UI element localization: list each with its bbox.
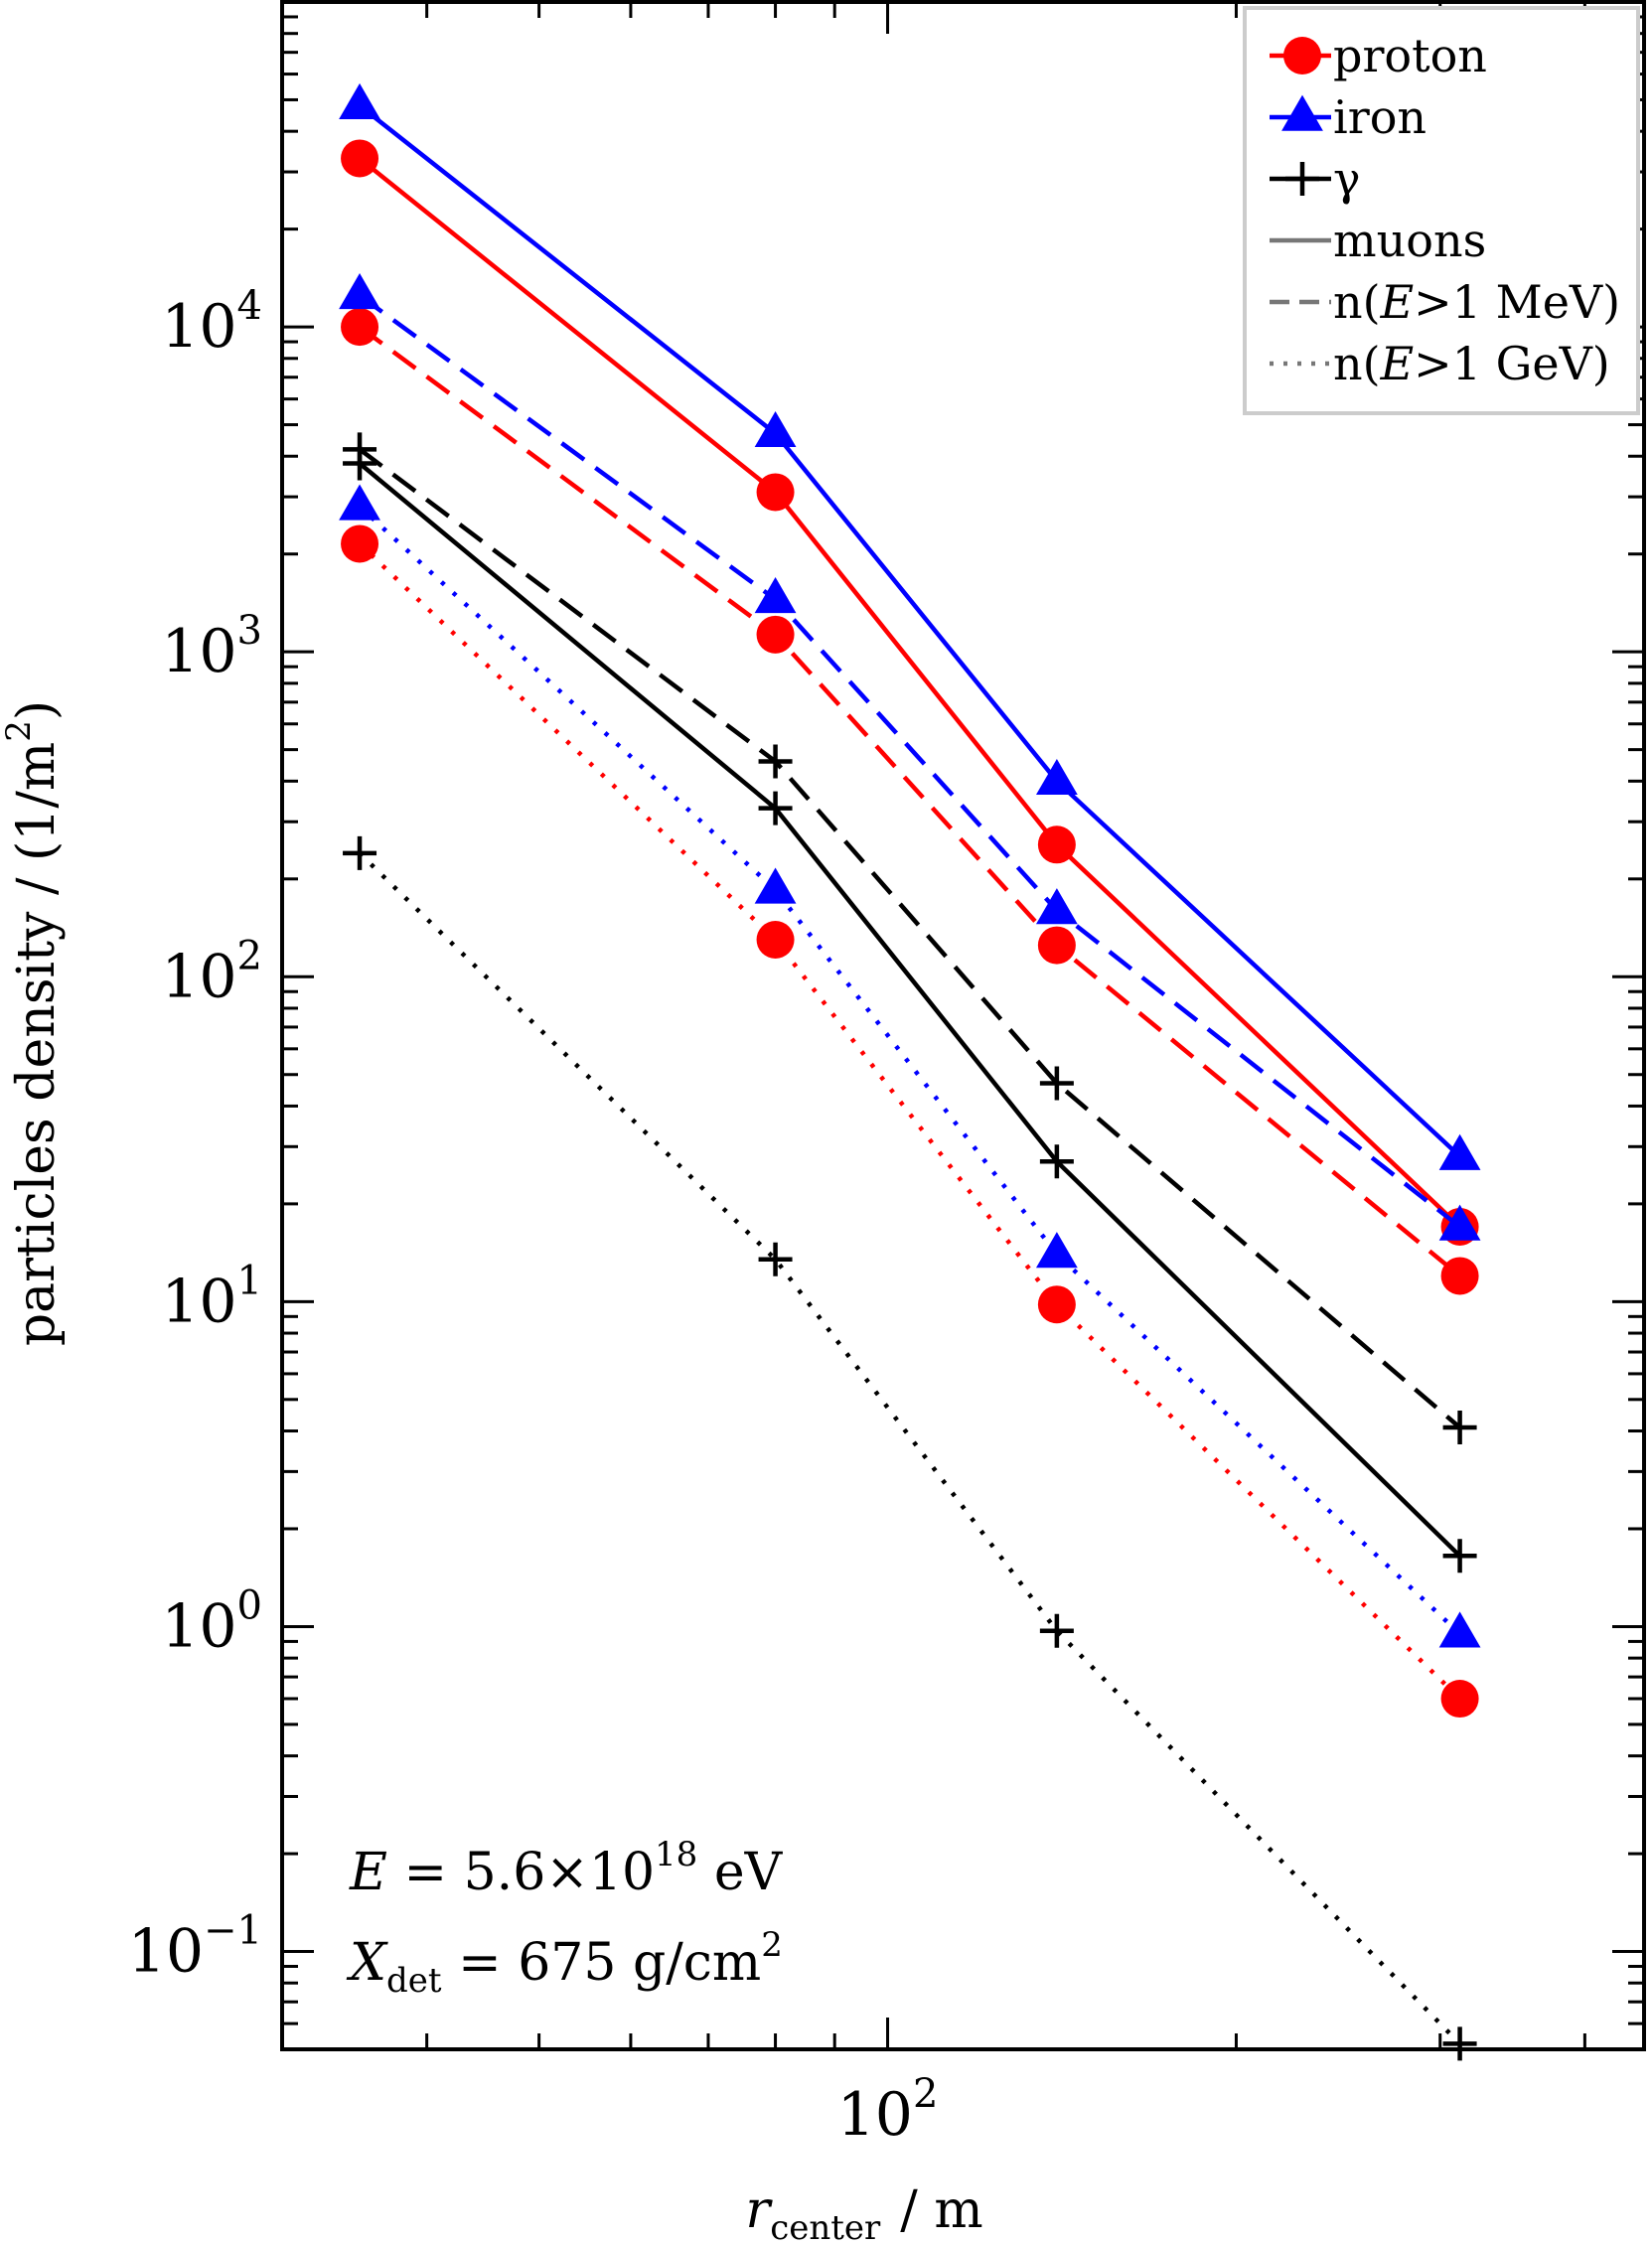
legend-item-dashed: n(E>1 MeV): [1270, 275, 1620, 329]
data-point-triangle: [339, 273, 380, 310]
x-axis-title: rcenter / m: [745, 2180, 982, 2246]
x-tick-label: 102: [837, 2071, 939, 2150]
legend: proton iron γ muons n(E>1 MeV) n(E>1 GeV): [1243, 6, 1640, 415]
legend-box: [1243, 6, 1640, 415]
y-tick-label: 10−1: [128, 1908, 262, 1987]
y-tick-label: 101: [161, 1258, 262, 1336]
data-point-plus: [1285, 162, 1319, 196]
data-point-triangle: [754, 577, 797, 614]
data-point-triangle: [754, 410, 797, 448]
tick-label-layer: 10−1 100 101 102 103 104 102: [128, 283, 939, 2150]
legend-label: n(E>1 MeV): [1333, 275, 1620, 329]
data-point-triangle: [339, 484, 380, 521]
data-point-circle: [756, 473, 795, 512]
data-point-plus: [1442, 2026, 1477, 2061]
data-point-triangle: [1035, 758, 1078, 796]
series-gamma-muons: [343, 446, 1477, 1573]
series-line: [358, 293, 1461, 1229]
data-point-triangle: [1281, 94, 1323, 131]
data-point-circle: [341, 308, 379, 347]
data-point-plus: [1442, 1539, 1477, 1573]
data-point-circle: [341, 139, 379, 178]
energy-annotation: E = 5.6×1018 eV: [349, 1835, 784, 1902]
y-tick-label: 102: [161, 933, 262, 1011]
series-line: [358, 103, 1462, 1158]
plot-frame: [280, 0, 1646, 2051]
data-point-circle: [756, 920, 795, 959]
series-line: [358, 447, 1462, 1429]
data-point-circle: [1440, 1680, 1479, 1719]
data-point-circle: [1283, 37, 1321, 75]
series-proton-n-e-1-gev-: [341, 524, 1479, 1719]
data-point-plus: [1039, 1613, 1074, 1648]
series-iron-muons: [339, 82, 1481, 1170]
data-point-plus: [1039, 1066, 1074, 1101]
data-point-plus: [758, 791, 793, 825]
series-layer: [339, 82, 1481, 2061]
data-point-triangle: [1438, 1611, 1481, 1648]
y-tick-label: 103: [161, 608, 262, 686]
series-proton-n-e-1-mev-: [341, 308, 1479, 1295]
series-gamma-n-e-1-gev-: [343, 835, 1477, 2061]
data-point-circle: [756, 615, 795, 654]
legend-item-dotted: n(E>1 GeV): [1270, 337, 1610, 390]
legend-item-solid: muons: [1270, 214, 1486, 267]
series-line: [358, 505, 1462, 1636]
depth-annotation: Xdet = 675 g/cm2: [346, 1925, 783, 2001]
series-line: [358, 851, 1462, 2046]
data-point-circle: [1037, 926, 1076, 965]
series-gamma-n-e-1-mev-: [343, 432, 1477, 1445]
data-point-circle: [341, 524, 379, 563]
data-point-circle: [1037, 825, 1076, 864]
data-point-plus: [758, 1242, 793, 1276]
data-point-plus: [343, 432, 377, 467]
y-axis-title: particles density / (1/m2): [0, 700, 67, 1346]
legend-label: γ: [1333, 152, 1361, 206]
y-tick-label: 100: [161, 1582, 262, 1661]
series-iron-n-e-1-mev-: [339, 273, 1481, 1241]
legend-label: iron: [1333, 90, 1427, 144]
data-point-plus: [1442, 1411, 1477, 1445]
legend-item-gamma: γ: [1270, 152, 1361, 206]
legend-item-iron: iron: [1270, 90, 1427, 144]
data-point-triangle: [1438, 1204, 1481, 1241]
data-point-triangle: [339, 82, 380, 119]
data-point-triangle: [1035, 1232, 1078, 1269]
series-line: [358, 541, 1462, 1701]
data-point-plus: [1039, 1144, 1074, 1179]
series-line: [358, 325, 1462, 1278]
data-point-plus: [343, 835, 377, 870]
data-point-triangle: [754, 867, 797, 904]
legend-label: n(E>1 GeV): [1333, 337, 1610, 390]
data-point-triangle: [1035, 888, 1078, 925]
y-tick-label: 104: [161, 283, 262, 362]
series-iron-n-e-1-gev-: [339, 484, 1481, 1648]
series-line: [358, 461, 1462, 1558]
data-point-triangle: [1438, 1133, 1481, 1170]
legend-label: proton: [1333, 29, 1487, 82]
data-point-circle: [1037, 1285, 1076, 1324]
data-point-circle: [1440, 1257, 1479, 1295]
series-line: [358, 156, 1462, 1229]
legend-label: muons: [1333, 214, 1486, 267]
legend-item-proton: proton: [1270, 29, 1487, 82]
data-point-plus: [758, 744, 793, 779]
